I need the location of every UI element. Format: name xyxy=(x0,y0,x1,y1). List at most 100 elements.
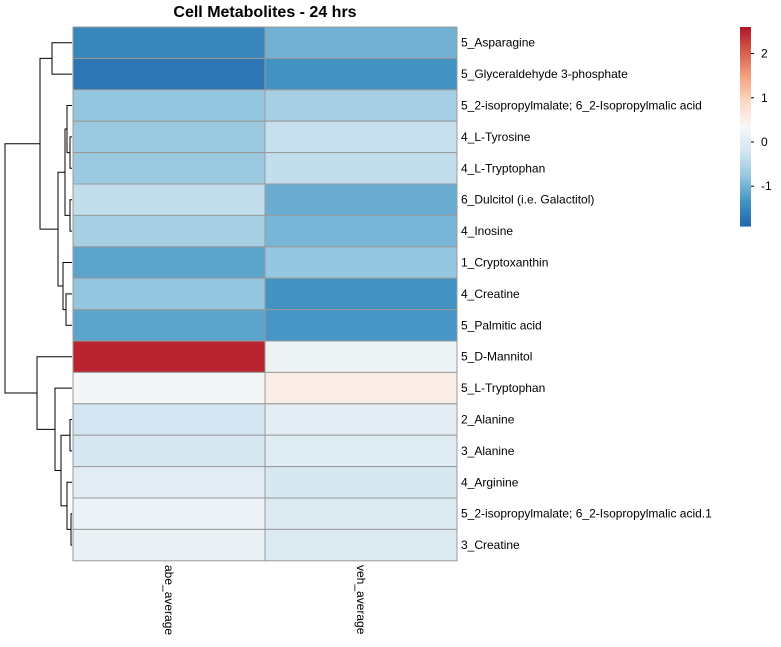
legend-color-step xyxy=(740,60,751,63)
legend-tick-label: 0 xyxy=(761,135,768,149)
legend-color-step xyxy=(740,73,751,76)
heatmap-cell xyxy=(264,120,458,154)
legend-color-step xyxy=(740,71,751,75)
legend-color-step xyxy=(740,176,751,179)
row-label: 3_Alanine xyxy=(461,444,515,458)
legend-color-step xyxy=(740,109,751,113)
heatmap-cell xyxy=(264,528,458,562)
legend-color-step xyxy=(740,58,751,61)
legend-tick-label: 1 xyxy=(761,91,768,105)
legend-color-step xyxy=(740,33,751,36)
heatmap-cell xyxy=(264,183,458,216)
row-labels: 5_Asparagine 5_Glyceraldehyde 3-phosphate… xyxy=(461,36,712,552)
heatmap-cell xyxy=(264,466,458,499)
heatmap-cell xyxy=(264,403,458,436)
legend-color-step xyxy=(740,116,751,119)
heatmap-cells xyxy=(72,26,458,562)
dendrogram-branch xyxy=(65,293,72,326)
legend-color-step xyxy=(740,154,751,157)
legend-color-step xyxy=(740,204,751,207)
legend-tick-label: 2 xyxy=(761,47,768,61)
dendrogram-branch xyxy=(62,262,72,311)
legend-color-step xyxy=(740,83,751,86)
legend-color-step xyxy=(740,221,751,224)
heatmap-cell xyxy=(72,466,266,499)
legend-color-step xyxy=(740,169,751,172)
legend-color-step xyxy=(740,216,751,219)
legend-color-step xyxy=(740,143,751,146)
heatmap-cell xyxy=(72,403,266,436)
legend-color-step xyxy=(740,207,751,211)
legend-color-step xyxy=(740,66,751,70)
legend-color-step xyxy=(740,194,751,197)
legend-color-step xyxy=(740,113,751,116)
row-label: 5_2-isopropylmalate; 6_2-Isopropylmalic … xyxy=(461,507,712,521)
dendrogram-branch xyxy=(70,513,72,546)
legend-color-step xyxy=(740,184,751,187)
column-labels: abe_average veh_average xyxy=(162,565,368,635)
legend-color-step xyxy=(740,179,751,182)
legend-color-step xyxy=(740,202,751,206)
legend-color-step xyxy=(740,182,751,186)
legend-color-step xyxy=(740,41,751,45)
legend-color-step xyxy=(740,162,751,166)
legend-color-step xyxy=(740,209,751,212)
legend-color-step xyxy=(740,148,751,151)
heatmap-cell xyxy=(72,528,266,562)
heatmap-cell xyxy=(72,277,266,311)
row-label: 5_Asparagine xyxy=(461,36,535,50)
heatmap-cell xyxy=(72,89,266,122)
row-label: 4_Creatine xyxy=(461,287,520,301)
legend-color-step xyxy=(740,172,751,176)
legend-color-step xyxy=(740,158,751,161)
legend-color-step xyxy=(740,85,751,88)
legend-color-step xyxy=(740,68,751,71)
legend-color-step xyxy=(740,171,751,174)
legend-color-step xyxy=(740,81,751,84)
legend-color-step xyxy=(740,55,751,58)
legend-color-step xyxy=(740,35,751,38)
legend-color-step xyxy=(740,211,751,214)
legend-color-step xyxy=(740,99,751,103)
legend-color-step xyxy=(740,134,751,138)
row-label: 4_Inosine xyxy=(461,224,513,238)
heatmap-cell xyxy=(72,57,266,91)
legend-color-step xyxy=(740,96,751,99)
legend-color-step xyxy=(740,118,751,121)
legend-color-step xyxy=(740,136,751,139)
legend-color-step xyxy=(740,167,751,171)
legend-color-step xyxy=(740,61,751,65)
legend-color-step xyxy=(740,159,751,162)
legend-color-step xyxy=(740,119,751,123)
row-label: 3_Creatine xyxy=(461,538,520,552)
dendrogram-branch xyxy=(54,387,72,472)
legend-color-step xyxy=(740,114,751,118)
legend-color-step xyxy=(740,199,751,202)
legend-color-step xyxy=(740,192,751,196)
legend-color-step xyxy=(740,43,751,46)
legend-color-step xyxy=(740,38,751,41)
legend-color-step xyxy=(740,103,751,106)
dendrogram-branch xyxy=(60,434,70,507)
legend-color-step xyxy=(740,86,751,89)
row-label: 5_L-Tryptophan xyxy=(461,381,545,395)
legend-color-step xyxy=(740,91,751,94)
legend-color-step xyxy=(740,106,751,109)
legend-color-step xyxy=(740,133,751,136)
heatmap-cell xyxy=(72,340,266,373)
legend-color-step xyxy=(740,214,751,217)
heatmap-cell xyxy=(264,309,458,342)
legend-color-step xyxy=(740,124,751,128)
heatmap-cell xyxy=(264,497,458,530)
legend-color-step xyxy=(740,146,751,149)
heatmap-cell xyxy=(72,434,266,468)
legend-color-step xyxy=(740,46,751,50)
legend-color-step xyxy=(740,111,751,114)
heatmap-cell xyxy=(72,26,266,59)
legend-color-step xyxy=(740,93,751,96)
legend-color-step xyxy=(740,28,751,31)
heatmap-cell xyxy=(264,434,458,468)
legend-color-step xyxy=(740,164,751,167)
legend-tick-label: -1 xyxy=(761,179,772,193)
legend-color-step xyxy=(740,56,751,60)
